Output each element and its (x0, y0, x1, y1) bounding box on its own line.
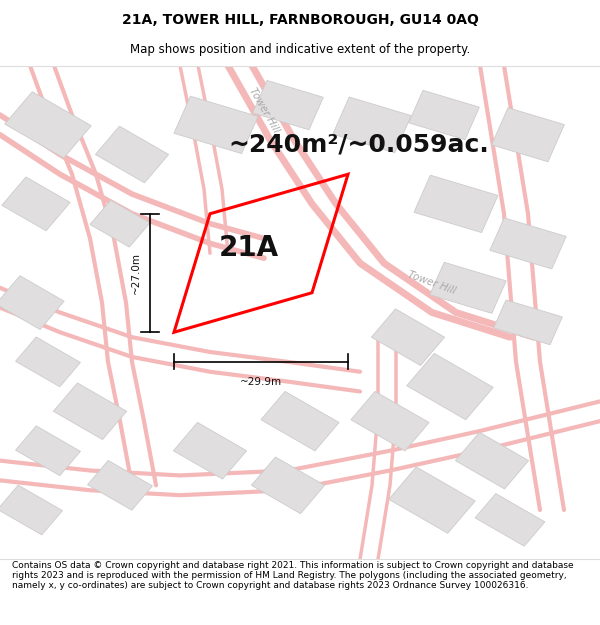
Polygon shape (0, 276, 64, 329)
Polygon shape (455, 432, 529, 489)
Text: Map shows position and indicative extent of the property.: Map shows position and indicative extent… (130, 42, 470, 56)
Polygon shape (174, 96, 258, 154)
Polygon shape (5, 92, 91, 158)
Text: ~240m²/~0.059ac.: ~240m²/~0.059ac. (228, 132, 489, 157)
Polygon shape (261, 391, 339, 451)
Text: ~27.0m: ~27.0m (131, 252, 141, 294)
Polygon shape (2, 177, 70, 231)
Polygon shape (0, 485, 62, 535)
Polygon shape (490, 218, 566, 269)
Polygon shape (253, 81, 323, 130)
Polygon shape (88, 461, 152, 510)
Polygon shape (371, 309, 445, 366)
Polygon shape (53, 383, 127, 439)
Polygon shape (351, 391, 429, 451)
Polygon shape (407, 353, 493, 420)
Polygon shape (90, 200, 150, 247)
Polygon shape (16, 337, 80, 387)
Text: 21A, TOWER HILL, FARNBOROUGH, GU14 0AQ: 21A, TOWER HILL, FARNBOROUGH, GU14 0AQ (122, 12, 478, 27)
Polygon shape (95, 126, 169, 183)
Text: Tower Hill: Tower Hill (407, 269, 457, 296)
Polygon shape (173, 422, 247, 479)
Text: 21A: 21A (219, 234, 279, 262)
Text: ~29.9m: ~29.9m (240, 377, 282, 387)
Polygon shape (494, 300, 562, 345)
Text: Contains OS data © Crown copyright and database right 2021. This information is : Contains OS data © Crown copyright and d… (12, 561, 574, 591)
Polygon shape (251, 457, 325, 514)
Text: Tower Hill: Tower Hill (247, 86, 281, 134)
Polygon shape (491, 107, 565, 162)
Polygon shape (430, 262, 506, 313)
Polygon shape (16, 426, 80, 476)
Polygon shape (333, 97, 411, 152)
Polygon shape (389, 467, 475, 533)
Polygon shape (414, 175, 498, 232)
Polygon shape (475, 494, 545, 546)
Polygon shape (409, 91, 479, 139)
